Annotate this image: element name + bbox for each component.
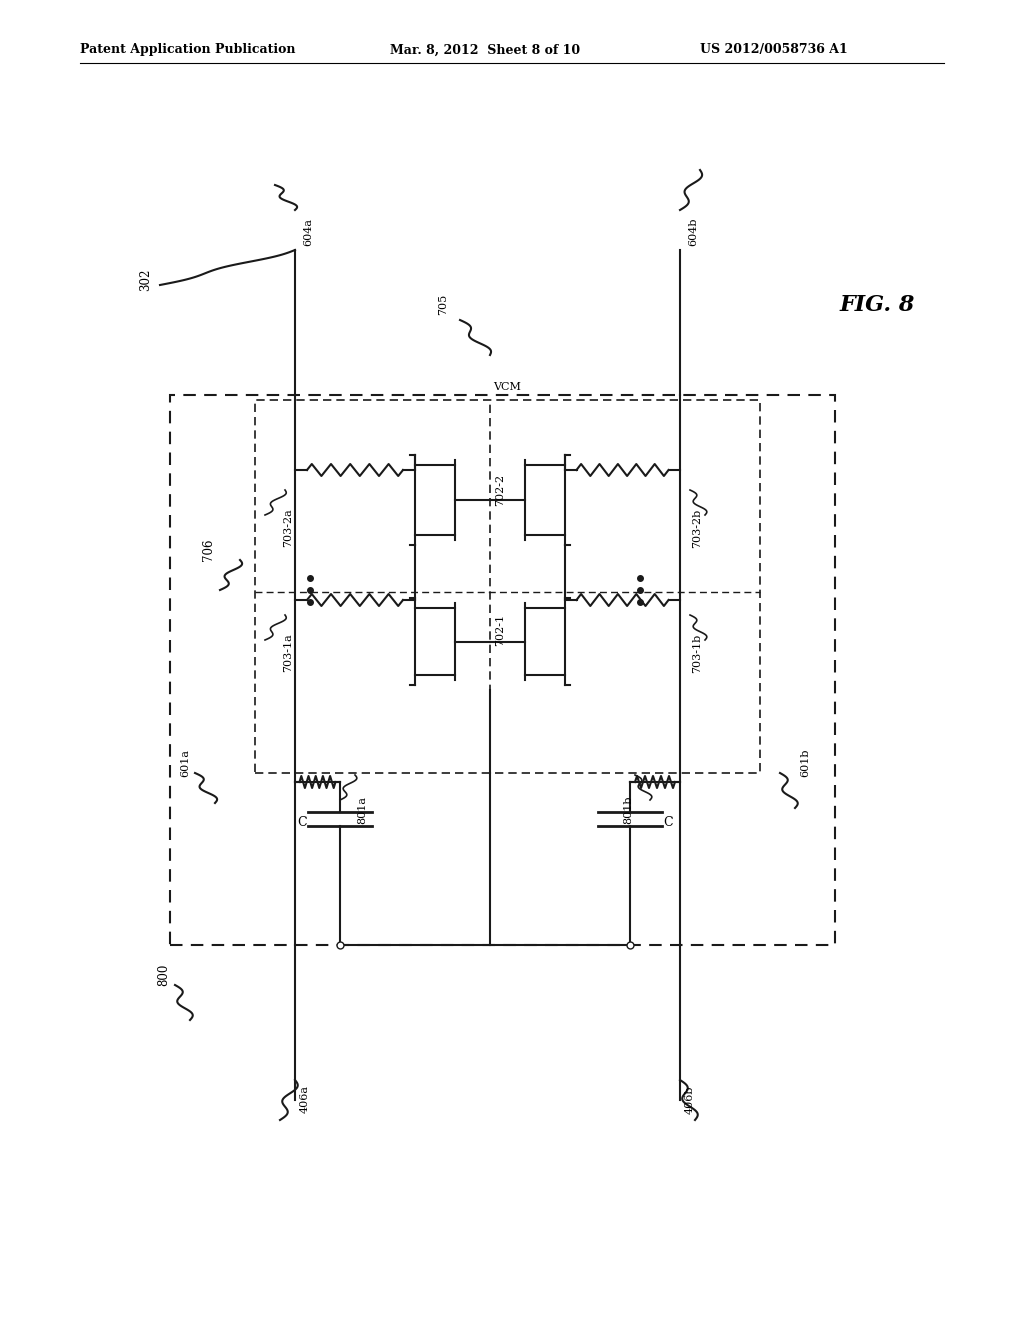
Text: Patent Application Publication: Patent Application Publication (80, 44, 296, 57)
Text: 601b: 601b (800, 748, 810, 777)
Text: 703-1b: 703-1b (692, 634, 702, 673)
Text: 702-2: 702-2 (495, 474, 505, 506)
Text: 406a: 406a (300, 1085, 310, 1113)
Text: 706: 706 (202, 539, 215, 561)
Text: 302: 302 (139, 269, 152, 292)
Text: 702-1: 702-1 (495, 614, 505, 645)
Text: 800: 800 (157, 964, 170, 986)
Text: FIG. 8: FIG. 8 (840, 294, 915, 315)
Text: 604b: 604b (688, 218, 698, 247)
Bar (255, 400, 760, 774)
Text: 703-2b: 703-2b (692, 508, 702, 548)
Text: 406b: 406b (685, 1085, 695, 1114)
Bar (170, 395, 835, 945)
Text: 604a: 604a (303, 218, 313, 246)
Text: 705: 705 (438, 294, 449, 315)
Text: US 2012/0058736 A1: US 2012/0058736 A1 (700, 44, 848, 57)
Text: 703-2a: 703-2a (283, 508, 293, 548)
Text: 801b: 801b (623, 796, 633, 824)
Text: C: C (664, 816, 673, 829)
Text: C: C (297, 816, 307, 829)
Text: VCM: VCM (493, 381, 521, 392)
Text: 703-1a: 703-1a (283, 634, 293, 672)
Text: 601a: 601a (180, 748, 190, 777)
Text: 801a: 801a (357, 796, 367, 824)
Text: Mar. 8, 2012  Sheet 8 of 10: Mar. 8, 2012 Sheet 8 of 10 (390, 44, 581, 57)
